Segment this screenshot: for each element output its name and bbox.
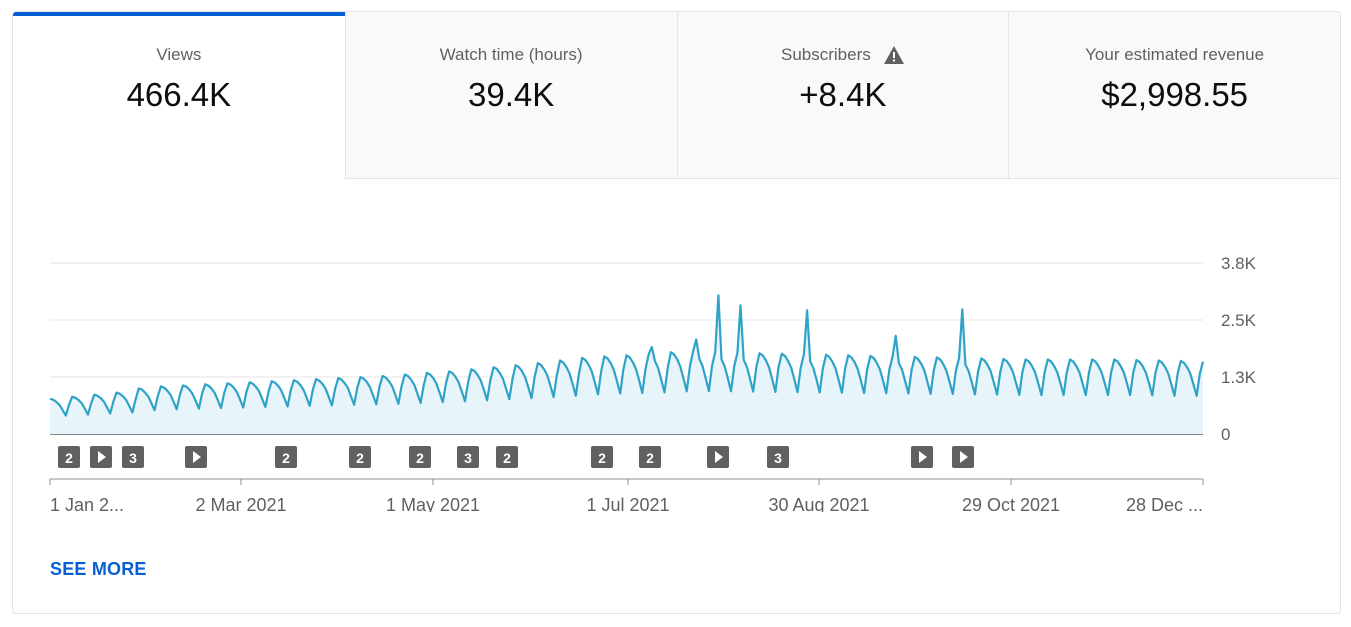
chart-svg: 3.8K 2.5K 1.3K 0 2 3 2 2 2 3 2 2 2 3 1 Jan 2... 2 Mar 2… (49, 254, 1257, 512)
tab-value: +8.4K (799, 76, 887, 113)
video-marker-box (122, 446, 144, 468)
y-tick-label: 1.3K (1221, 368, 1257, 387)
metric-tabs: Views 466.4K Watch time (hours) 39.4K Su… (13, 12, 1340, 179)
tab-label-text: Views (156, 45, 202, 64)
video-marker[interactable]: 2 (591, 446, 613, 468)
video-marker-box (349, 446, 371, 468)
play-icon (98, 451, 106, 463)
video-marker-count: 3 (129, 450, 137, 466)
y-tick-label: 2.5K (1221, 311, 1257, 330)
video-marker-box (767, 446, 789, 468)
x-tick-label: 28 Dec ... (1126, 495, 1203, 512)
tab-label: Subscribers (781, 44, 905, 66)
video-marker[interactable]: 3 (122, 446, 144, 468)
video-marker[interactable] (90, 446, 112, 468)
video-marker-count: 2 (598, 450, 606, 466)
video-marker[interactable]: 2 (409, 446, 431, 468)
play-icon (193, 451, 201, 463)
video-marker[interactable] (185, 446, 207, 468)
video-marker[interactable]: 3 (457, 446, 479, 468)
video-marker-count: 2 (503, 450, 511, 466)
play-icon (715, 451, 723, 463)
x-tick-label: 1 Jul 2021 (586, 495, 669, 512)
tab-value: 39.4K (468, 76, 555, 113)
tab-label: Watch time (hours) (440, 44, 583, 66)
video-marker-box (496, 446, 518, 468)
video-marker[interactable]: 2 (639, 446, 661, 468)
tab-subscribers[interactable]: Subscribers +8.4K (676, 12, 1009, 179)
play-icon (960, 451, 968, 463)
video-marker[interactable]: 2 (349, 446, 371, 468)
video-marker-box (457, 446, 479, 468)
x-tick-label: 30 Aug 2021 (768, 495, 869, 512)
tab-views[interactable]: Views 466.4K (13, 12, 345, 179)
video-marker-count: 2 (646, 450, 654, 466)
tab-label-text: Watch time (hours) (439, 45, 583, 64)
video-marker[interactable]: 2 (58, 446, 80, 468)
video-marker[interactable] (911, 446, 933, 468)
video-marker-count: 2 (65, 450, 73, 466)
video-marker-box (591, 446, 613, 468)
x-tick-label: 29 Oct 2021 (962, 495, 1060, 512)
video-marker-box (275, 446, 297, 468)
chart-series-line (49, 294, 1205, 417)
see-more-link[interactable]: SEE MORE (50, 559, 147, 579)
tab-label: Views (156, 44, 201, 66)
video-marker-count: 2 (416, 450, 424, 466)
tab-value: $2,998.55 (1101, 76, 1249, 113)
video-marker[interactable] (707, 446, 729, 468)
tab-watch-time[interactable]: Watch time (hours) 39.4K (344, 12, 677, 179)
y-tick-label: 3.8K (1221, 254, 1257, 273)
video-marker[interactable]: 2 (275, 446, 297, 468)
video-marker-count: 2 (282, 450, 290, 466)
y-tick-label: 0 (1221, 425, 1230, 444)
analytics-card: Views 466.4K Watch time (hours) 39.4K Su… (12, 11, 1341, 614)
video-marker-count: 2 (356, 450, 364, 466)
video-marker[interactable]: 2 (496, 446, 518, 468)
video-marker[interactable]: 3 (767, 446, 789, 468)
video-marker[interactable] (952, 446, 974, 468)
video-marker-box (409, 446, 431, 468)
tab-estimated-revenue[interactable]: Your estimated revenue $2,998.55 (1008, 12, 1340, 179)
x-tick-label: 1 May 2021 (386, 495, 480, 512)
video-marker-box (639, 446, 661, 468)
video-marker-count: 3 (774, 450, 782, 466)
tab-value: 466.4K (126, 76, 232, 113)
tab-label-text: Your estimated revenue (1085, 45, 1265, 64)
x-tick-label: 2 Mar 2021 (195, 495, 286, 512)
play-icon (919, 451, 927, 463)
tab-label-text: Subscribers (780, 45, 871, 64)
x-tick-label: 1 Jan 2... (50, 495, 124, 512)
views-chart: 3.8K 2.5K 1.3K 0 2 3 2 2 2 3 2 2 2 3 1 Jan 2... 2 Mar 2… (13, 192, 1340, 512)
tab-label: Your estimated revenue (1085, 44, 1264, 66)
warning-icon[interactable] (883, 45, 905, 65)
chart-area-fill (50, 295, 1203, 434)
video-marker-box (58, 446, 80, 468)
video-marker-count: 3 (464, 450, 472, 466)
